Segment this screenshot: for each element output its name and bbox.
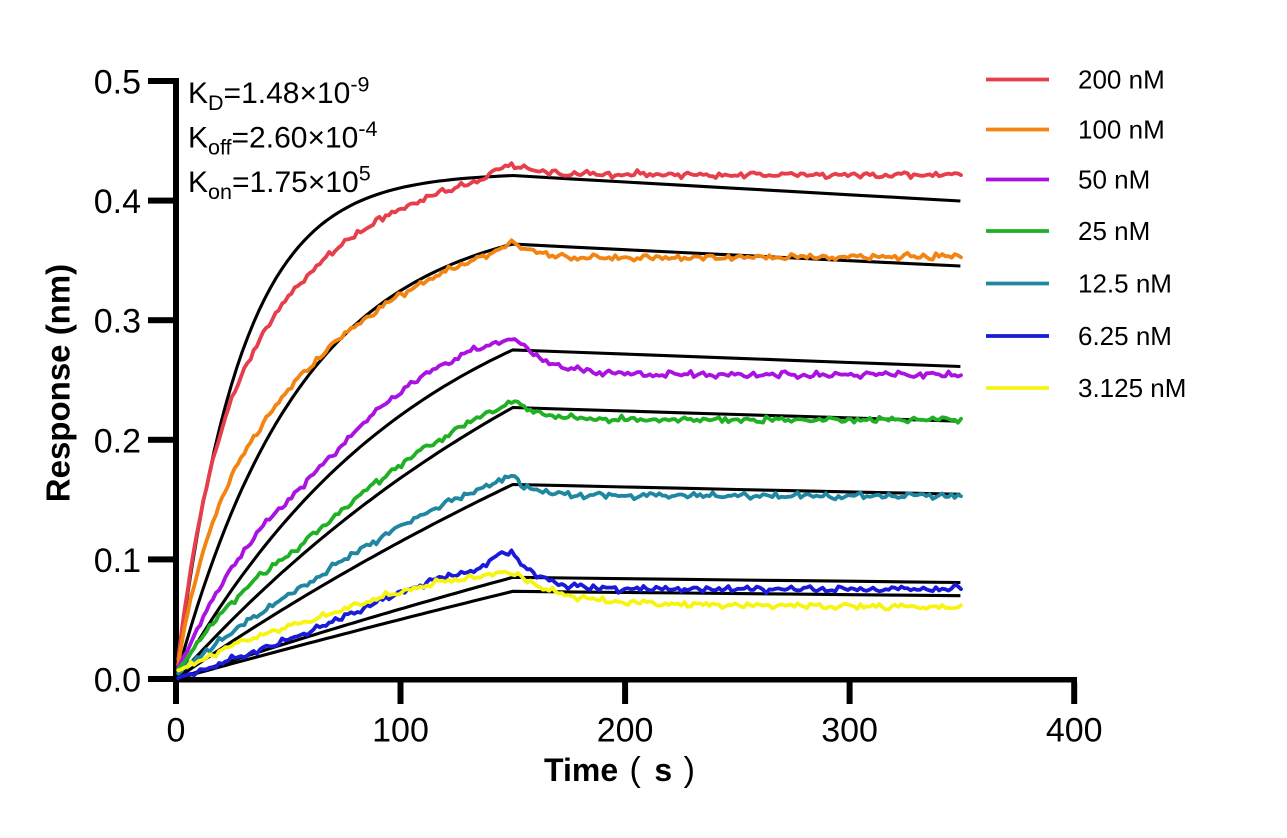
- svg-text:0.3: 0.3: [94, 303, 141, 341]
- svg-text:0.1: 0.1: [94, 542, 141, 580]
- svg-text:12.5 nM: 12.5 nM: [1078, 269, 1172, 299]
- svg-text:3.125 nM: 3.125 nM: [1078, 373, 1186, 403]
- svg-text:Time ( s ): Time ( s ): [544, 751, 697, 789]
- svg-text:25 nM: 25 nM: [1078, 216, 1150, 246]
- svg-text:6.25 nM: 6.25 nM: [1078, 321, 1172, 351]
- svg-text:50 nM: 50 nM: [1078, 165, 1150, 195]
- svg-text:0: 0: [167, 712, 186, 750]
- svg-text:Response (nm): Response (nm): [40, 264, 77, 502]
- svg-text:400: 400: [1046, 712, 1103, 750]
- svg-text:200: 200: [597, 712, 654, 750]
- svg-text:300: 300: [821, 712, 878, 750]
- svg-text:0.5: 0.5: [94, 64, 141, 102]
- svg-text:100: 100: [372, 712, 429, 750]
- svg-text:0.0: 0.0: [94, 662, 141, 700]
- svg-text:100 nM: 100 nM: [1078, 115, 1165, 145]
- svg-text:0.2: 0.2: [94, 422, 141, 460]
- svg-text:200 nM: 200 nM: [1078, 65, 1165, 95]
- svg-text:0.4: 0.4: [94, 183, 141, 221]
